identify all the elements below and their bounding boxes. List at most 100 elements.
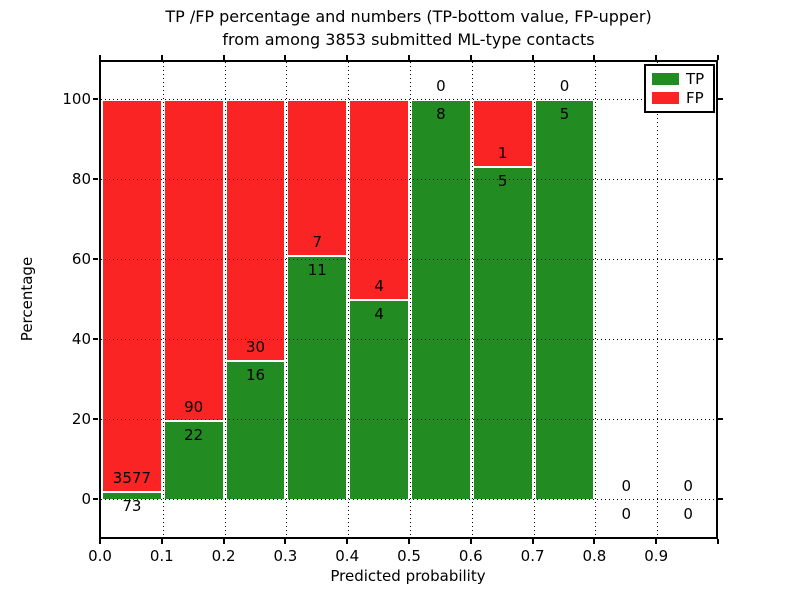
y-tick-label-40: 40 xyxy=(71,330,91,348)
x-tick-mark-top xyxy=(717,55,719,60)
tp-count-label-0.0: 73 xyxy=(122,497,142,515)
x-gridline-0.2 xyxy=(224,62,226,537)
x-tick-mark-bottom xyxy=(160,539,163,544)
plot-area: 3577 73 90 22 30 16 7 11 4 4 0 8 1 5 0 5 0 0 0 0 xyxy=(99,60,718,539)
fp-count-label-0.5: 0 xyxy=(436,77,446,95)
y-tick-mark-right xyxy=(718,338,723,340)
bar-segment-fp-0.2 xyxy=(224,99,287,360)
tp-color-swatch-icon xyxy=(652,73,679,85)
y-tick-mark-left xyxy=(93,258,98,260)
x-tick-mark-bottom xyxy=(99,539,101,544)
tp-count-label-0.1: 22 xyxy=(184,426,204,445)
y-tick-mark-right xyxy=(718,498,723,500)
tp-count-label-0.5: 8 xyxy=(436,105,446,123)
chart-title: TP /FP percentage and numbers (TP-bottom… xyxy=(99,5,718,51)
x-tick-label-0.6: 0.6 xyxy=(458,547,483,565)
tp-count-label-0.2: 16 xyxy=(245,365,266,384)
bar-segment-fp-0.3 xyxy=(286,99,349,255)
x-tick-label-0.8: 0.8 xyxy=(582,547,607,565)
y-tick-mark-right xyxy=(718,178,723,180)
tp-count-label-0.6: 5 xyxy=(497,171,508,190)
fp-count-label-0.3: 7 xyxy=(312,232,323,251)
bar-segment-fp-0.0 xyxy=(101,99,163,491)
x-tick-mark-bottom xyxy=(531,539,534,544)
x-tick-mark-bottom xyxy=(408,539,410,544)
x-tick-mark-top xyxy=(655,55,658,60)
y-gridline-100 xyxy=(101,99,716,100)
x-gridline-0.8 xyxy=(595,62,597,537)
x-tick-mark-bottom xyxy=(717,539,719,544)
x-tick-mark-top xyxy=(160,55,163,60)
x-gridline-0.9 xyxy=(657,62,659,537)
fp-color-swatch-icon xyxy=(652,92,679,104)
x-tick-mark-bottom xyxy=(469,539,472,544)
legend-label-tp: TP xyxy=(686,70,705,88)
y-gridline-60 xyxy=(101,259,716,260)
x-tick-label-0.7: 0.7 xyxy=(520,547,545,565)
x-gridline-0.4 xyxy=(348,62,350,537)
x-tick-label-0.1: 0.1 xyxy=(149,547,174,565)
y-tick-label-60: 60 xyxy=(71,250,91,268)
y-tick-label-20: 20 xyxy=(71,410,91,428)
y-tick-mark-left xyxy=(93,498,98,500)
x-tick-mark-top xyxy=(284,55,287,60)
y-tick-mark-left xyxy=(93,338,98,340)
x-tick-mark-bottom xyxy=(655,539,658,544)
tp-count-label-0.9: 0 xyxy=(683,505,693,523)
y-tick-mark-right xyxy=(718,98,723,100)
y-gridline-0 xyxy=(101,499,716,500)
bar-segment-tp-0.6 xyxy=(471,165,534,499)
x-gridline-0.6 xyxy=(471,62,473,537)
x-tick-mark-top xyxy=(408,55,410,60)
y-tick-mark-right xyxy=(718,418,723,420)
y-tick-label-100: 100 xyxy=(62,90,91,108)
fp-count-label-0.6: 1 xyxy=(497,143,508,162)
x-tick-mark-top xyxy=(222,55,225,60)
y-gridline-40 xyxy=(101,339,716,340)
bar-segment-tp-0.5 xyxy=(410,99,472,499)
y-gridline-80 xyxy=(101,179,716,180)
x-tick-label-0.2: 0.2 xyxy=(211,547,236,565)
x-tick-mark-bottom xyxy=(284,539,287,544)
bar-segment-tp-0.2 xyxy=(224,359,287,499)
y-gridline-20 xyxy=(101,419,716,420)
x-tick-label-0.0: 0.0 xyxy=(88,547,112,565)
x-tick-mark-bottom xyxy=(346,539,349,544)
fp-count-label-0.9: 0 xyxy=(683,477,693,495)
fp-count-label-0.7: 0 xyxy=(559,77,570,95)
fp-count-label-0.0: 3577 xyxy=(112,469,151,487)
tp-count-label-0.4: 4 xyxy=(374,305,384,323)
y-tick-mark-left xyxy=(93,418,98,420)
y-tick-label-80: 80 xyxy=(71,170,91,188)
x-gridline-0.3 xyxy=(286,62,288,537)
x-tick-mark-bottom xyxy=(222,539,225,544)
x-gridline-0.1 xyxy=(162,62,164,537)
x-gridline-0.7 xyxy=(533,62,535,537)
x-tick-mark-top xyxy=(593,55,596,60)
y-tick-mark-right xyxy=(718,258,723,260)
x-tick-label-0.4: 0.4 xyxy=(335,547,360,565)
chart-title-line1: TP /FP percentage and numbers (TP-bottom… xyxy=(165,7,652,26)
bar-segment-tp-0.4 xyxy=(348,299,410,499)
legend-entry-fp: FP xyxy=(652,90,707,106)
bar-segment-tp-0.3 xyxy=(286,254,349,499)
y-tick-mark-left xyxy=(93,98,98,100)
y-tick-label-0: 0 xyxy=(81,490,91,508)
legend-entry-tp: TP xyxy=(652,71,707,87)
fp-count-label-0.2: 30 xyxy=(245,337,266,356)
x-tick-mark-bottom xyxy=(593,539,596,544)
bar-segment-tp-0.7 xyxy=(533,99,596,499)
tp-count-label-0.3: 11 xyxy=(307,260,327,279)
legend-label-fp: FP xyxy=(686,89,704,107)
x-tick-label-0.9: 0.9 xyxy=(644,547,669,565)
x-tick-mark-top xyxy=(346,55,349,60)
fp-count-label-0.4: 4 xyxy=(374,277,384,295)
y-tick-mark-left xyxy=(93,178,98,180)
fp-count-label-0.8: 0 xyxy=(621,477,632,495)
bar-segment-fp-0.4 xyxy=(348,99,410,299)
chart-title-line2: from among 3853 submitted ML-type contac… xyxy=(222,30,595,49)
x-tick-mark-top xyxy=(469,55,472,60)
bar-segment-tp-0.0 xyxy=(101,491,163,499)
x-tick-mark-top xyxy=(531,55,534,60)
